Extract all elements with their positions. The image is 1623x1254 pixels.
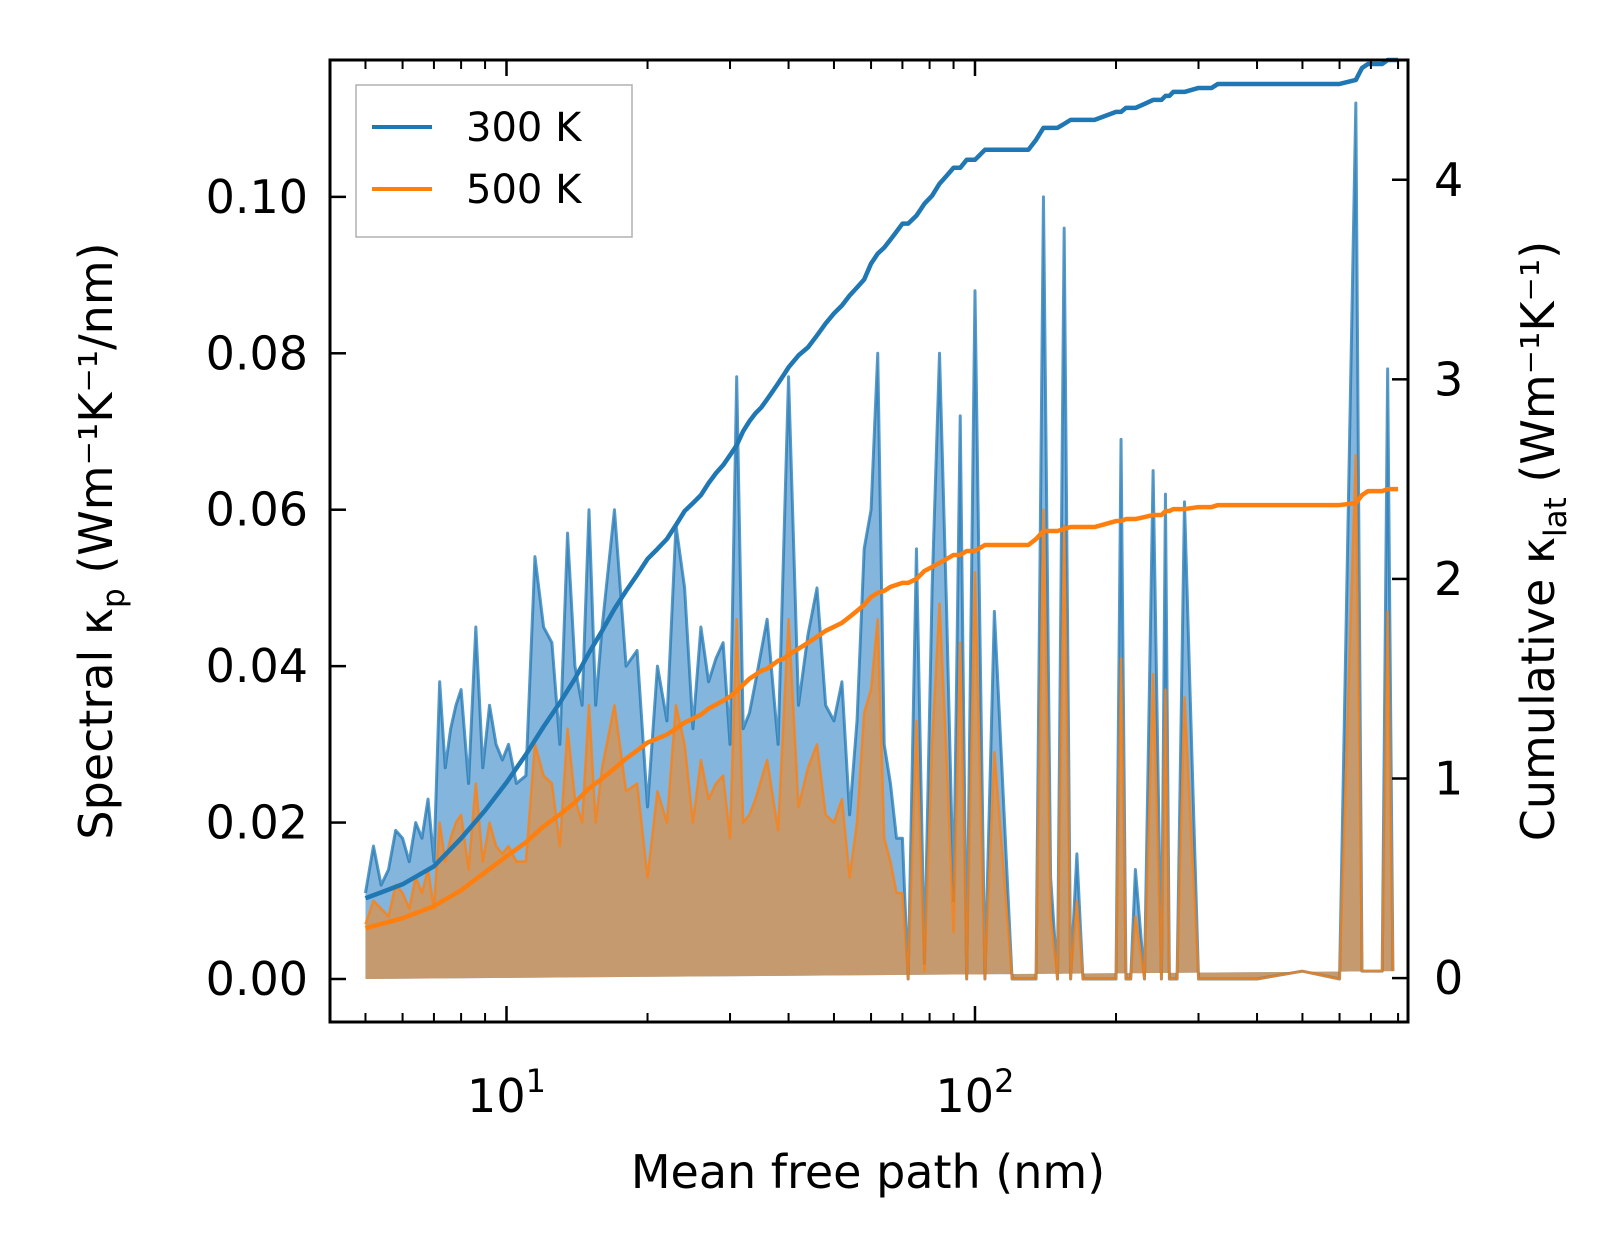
cumulative-300k-line [364,57,1399,901]
y-left-tick-label: 0.06 [206,483,308,537]
y-left-tick-label: 0.10 [206,170,308,224]
y-right-axis-label: Cumulative κlat (Wm⁻¹K⁻¹) [1511,241,1574,841]
spectral-500k-line [364,453,1395,981]
x-tick-label: 102 [936,1062,1015,1123]
cumulative-500k-line [364,486,1399,931]
y-left-tick-label: 0.02 [206,796,308,850]
spectral-lines [363,101,1395,981]
x-axis-label: Mean free path (nm) [631,1145,1105,1199]
spectral-500k-area [365,454,1393,979]
legend: 300 K 500 K [355,84,633,238]
y-right-tick-label: 3 [1434,352,1463,406]
y-left-tick-label: 0.04 [206,639,308,693]
y-left-tick-label: 0.08 [206,326,308,380]
x-tick-label: 101 [467,1062,546,1123]
y-right-tick-label: 0 [1434,951,1463,1005]
cumulative-lines [364,57,1399,931]
y-right-tick-label: 2 [1434,552,1463,606]
legend-box [355,84,633,238]
axis-ticks [330,60,1408,1022]
legend-label-500k: 500 K [466,167,583,213]
spectral-300k-line [363,101,1395,981]
y-left-axis-label: Spectral κp (Wm⁻¹K⁻¹/nm) [69,242,132,839]
y-right-tick-label: 1 [1434,752,1463,806]
y-right-tick-label: 4 [1434,153,1463,207]
y-left-tick-label: 0.00 [206,952,308,1006]
plot-frame [328,58,1410,1024]
legend-label-300k: 300 K [466,105,583,151]
